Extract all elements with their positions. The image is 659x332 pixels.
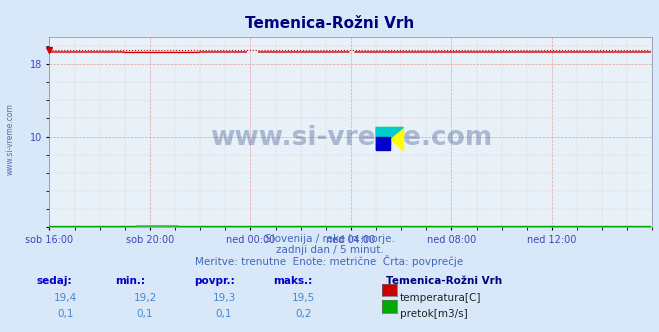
Polygon shape — [376, 127, 403, 150]
Text: temperatura[C]: temperatura[C] — [400, 293, 482, 303]
Text: min.:: min.: — [115, 276, 146, 286]
Text: 0,2: 0,2 — [295, 309, 312, 319]
Text: 19,2: 19,2 — [133, 293, 157, 303]
Text: 0,1: 0,1 — [57, 309, 74, 319]
Text: Temenica-Rožni Vrh: Temenica-Rožni Vrh — [386, 276, 501, 286]
Text: www.si-vreme.com: www.si-vreme.com — [210, 125, 492, 151]
Text: maks.:: maks.: — [273, 276, 313, 286]
Polygon shape — [376, 127, 403, 150]
Text: 0,1: 0,1 — [136, 309, 154, 319]
Text: 0,1: 0,1 — [215, 309, 233, 319]
Text: Meritve: trenutne  Enote: metrične  Črta: povprečje: Meritve: trenutne Enote: metrične Črta: … — [195, 255, 464, 267]
Text: 19,5: 19,5 — [291, 293, 315, 303]
Text: 19,3: 19,3 — [212, 293, 236, 303]
Bar — [376, 136, 389, 150]
Text: 19,4: 19,4 — [54, 293, 78, 303]
Text: pretok[m3/s]: pretok[m3/s] — [400, 309, 468, 319]
Text: Temenica-Rožni Vrh: Temenica-Rožni Vrh — [245, 16, 414, 31]
Text: sedaj:: sedaj: — [36, 276, 72, 286]
Text: Slovenija / reke in morje.: Slovenija / reke in morje. — [264, 234, 395, 244]
Text: zadnji dan / 5 minut.: zadnji dan / 5 minut. — [275, 245, 384, 255]
Text: www.si-vreme.com: www.si-vreme.com — [5, 104, 14, 175]
Text: povpr.:: povpr.: — [194, 276, 235, 286]
